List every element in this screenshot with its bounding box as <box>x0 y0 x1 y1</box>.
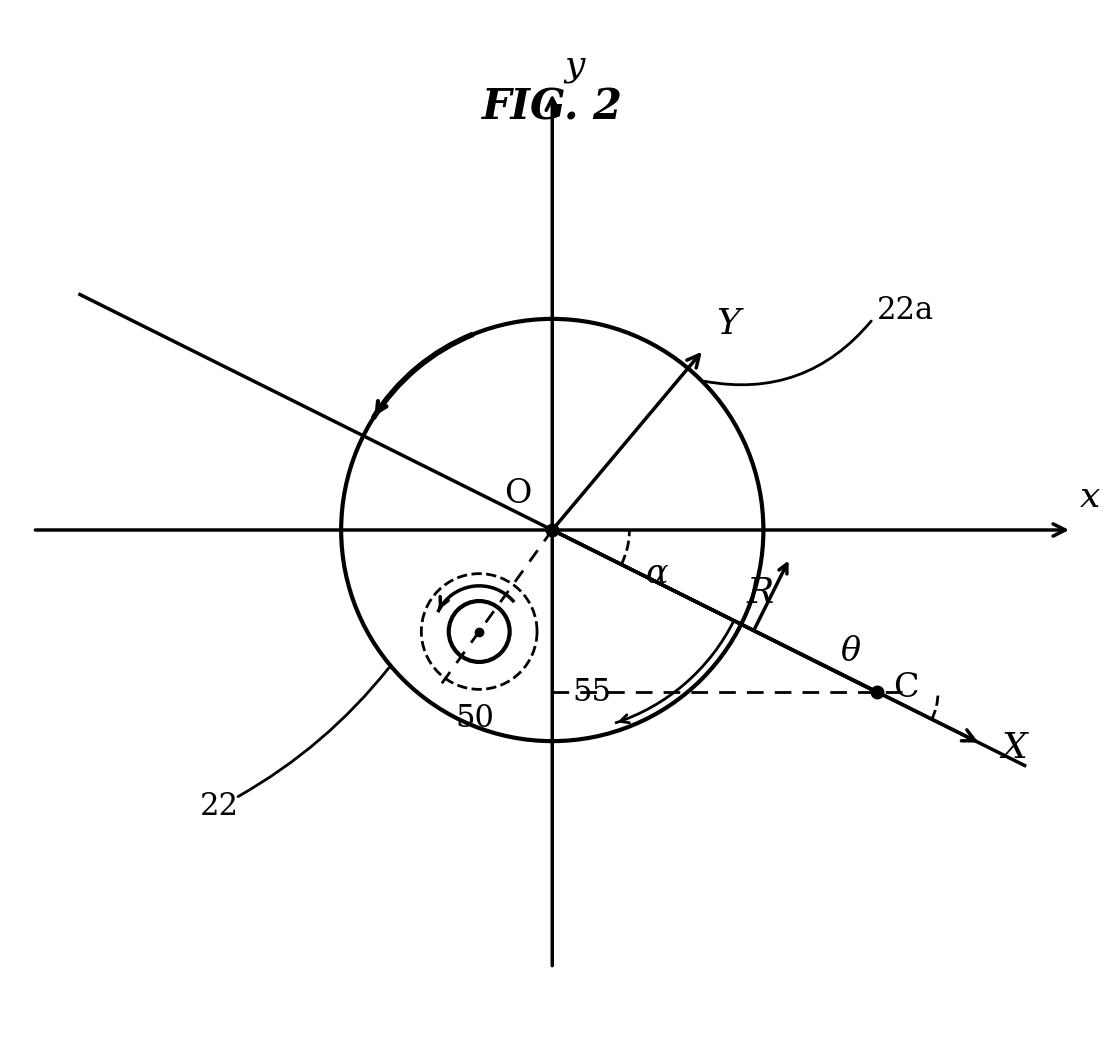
Text: O: O <box>505 478 532 510</box>
Text: 55: 55 <box>572 677 611 708</box>
Text: θ: θ <box>841 636 861 668</box>
Text: Y: Y <box>715 307 740 341</box>
Text: X: X <box>1001 730 1027 765</box>
Text: x: x <box>1080 480 1100 514</box>
Text: 50: 50 <box>456 703 495 734</box>
Text: FIG. 2: FIG. 2 <box>481 87 623 128</box>
Text: 22: 22 <box>200 791 238 822</box>
Text: y: y <box>564 50 584 84</box>
Text: C: C <box>894 672 919 704</box>
Text: α: α <box>645 559 668 590</box>
Text: R: R <box>747 576 774 610</box>
Text: 22a: 22a <box>877 296 934 326</box>
